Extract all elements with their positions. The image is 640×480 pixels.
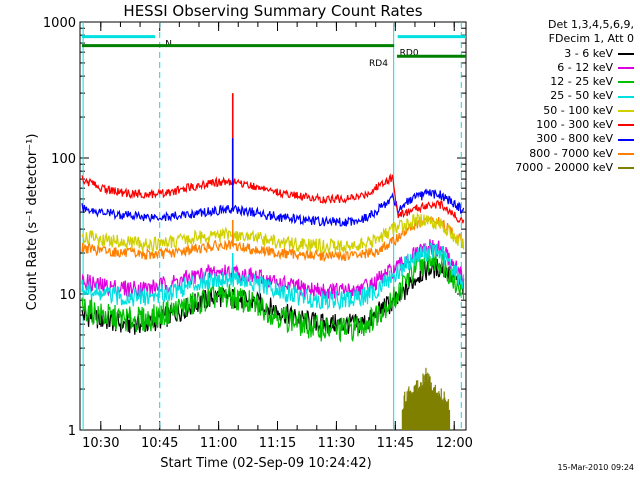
series-line-50-100- <box>81 211 465 255</box>
legend-item: 50 - 100 keV <box>478 104 634 118</box>
legend-item: 300 - 800 keV <box>478 132 634 146</box>
legend-label: 3 - 6 keV <box>564 46 613 60</box>
y-axis-label: Count Rate (s⁻¹ detector⁻¹) <box>25 134 40 311</box>
legend-swatch <box>618 95 634 98</box>
state-bar-label: RD0 <box>400 49 419 59</box>
x-tick-label: 10:45 <box>141 436 178 451</box>
legend-swatch <box>618 138 634 141</box>
series-line-12-25- <box>81 247 465 343</box>
legend-item: 800 - 7000 keV <box>478 147 634 161</box>
x-tick-label: 11:45 <box>377 436 414 451</box>
series-line-300-800- <box>81 188 465 227</box>
legend-swatch <box>618 67 634 70</box>
series-line-100-300- <box>81 172 465 224</box>
series-line-800-7000- <box>81 215 464 262</box>
legend-label: 7000 - 20000 keV <box>515 160 613 174</box>
legend-label: 100 - 300 keV <box>536 118 613 132</box>
legend-swatch <box>618 152 634 155</box>
legend-label: 50 - 100 keV <box>543 103 613 117</box>
legend-item: 6 - 12 keV <box>478 61 634 75</box>
legend-swatch <box>618 52 634 55</box>
legend-item: 7000 - 20000 keV <box>478 161 634 175</box>
legend-label: 800 - 7000 keV <box>529 146 613 160</box>
legend-swatch <box>618 109 634 112</box>
series-line-6-12- <box>81 239 465 300</box>
x-tick-label: 12:00 <box>435 436 472 451</box>
plot-frame <box>79 21 467 431</box>
legend-item: 3 - 6 keV <box>478 47 634 61</box>
state-bar-label: RD4 <box>369 59 388 69</box>
legend-swatch <box>618 81 634 84</box>
legend-header-line-1: Det 1,3,4,5,6,9, <box>547 18 634 31</box>
plot-area: 1 10 100 1000 10:30 10:45 11:00 11:15 11:30 11:45… <box>43 16 473 451</box>
legend-header-line-2: FDecim 1, Att 0 <box>548 32 634 46</box>
legend: Det 1,3,4,5,6,9, FDecim 1, Att 0 3 - 6 k… <box>478 18 634 175</box>
legend-label: 6 - 12 keV <box>557 60 613 74</box>
x-tick-label: 11:30 <box>318 436 355 451</box>
chart-title: HESSI Observing Summary Count Rates <box>123 2 422 20</box>
legend-swatch <box>618 167 634 170</box>
legend-item: 25 - 50 keV <box>478 89 634 103</box>
legend-label: 25 - 50 keV <box>550 89 613 103</box>
series-line-25-50- <box>81 242 465 311</box>
x-axis-label: Start Time (02-Sep-09 10:24:42) <box>160 456 371 471</box>
y-tick-label: 1 <box>68 424 76 439</box>
legend-item: 12 - 25 keV <box>478 75 634 89</box>
x-tick-label: 10:30 <box>82 436 119 451</box>
legend-item: 100 - 300 keV <box>478 118 634 132</box>
generation-timestamp: 15-Mar-2010 09:24 <box>557 463 635 472</box>
y-tick-label: 10 <box>59 288 76 303</box>
y-tick-label: 100 <box>51 152 76 167</box>
legend-label: 12 - 25 keV <box>550 75 613 89</box>
legend-swatch <box>618 124 634 127</box>
x-tick-label: 11:15 <box>259 436 296 451</box>
y-tick-label: 1000 <box>43 16 76 31</box>
legend-label: 300 - 800 keV <box>536 132 613 146</box>
x-tick-label: 11:00 <box>200 436 237 451</box>
